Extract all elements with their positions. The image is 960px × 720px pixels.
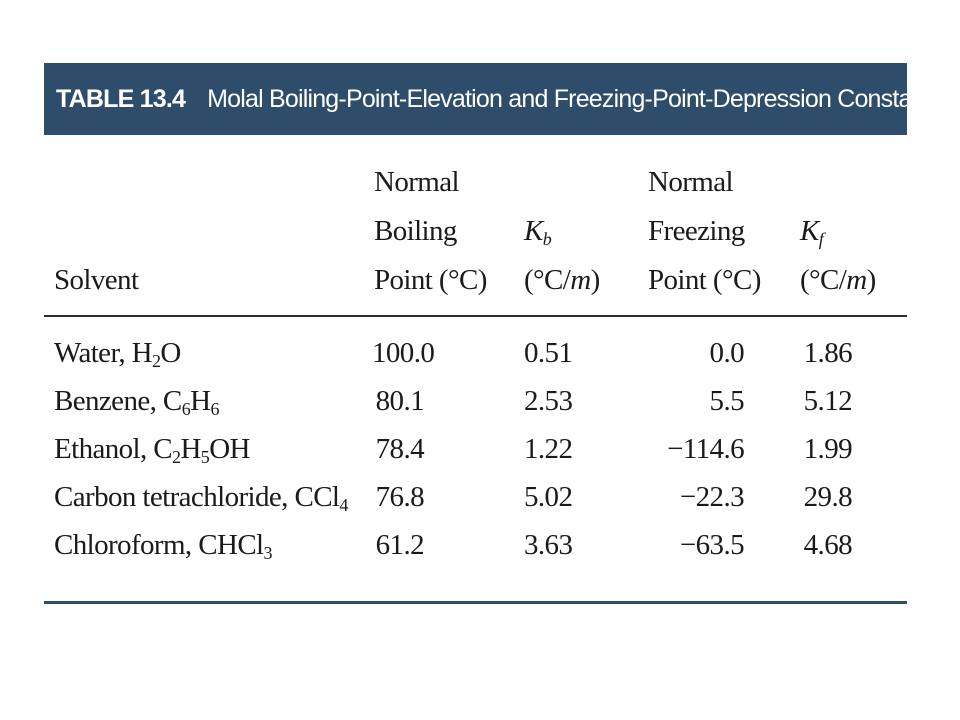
header-bp-line-3: Point (°C): [374, 264, 487, 296]
header-divider: [44, 315, 907, 317]
header-fp-line-1: Normal: [648, 166, 734, 198]
boiling-point-cell: 78.4: [375, 433, 425, 465]
header-freezing-point: Normal Freezing Point (°C): [648, 158, 761, 305]
table-row: Water, H2O 100.0 0.51 0.0 1.86: [0, 333, 960, 373]
kb-cell: 0.51: [524, 337, 573, 369]
freezing-point-cell: −22.3: [679, 481, 745, 513]
table-row: Benzene, C6H6 80.1 2.53 5.5 5.12: [0, 381, 960, 421]
boiling-point-cell: 100.0: [372, 337, 435, 369]
kf-cell: 1.86: [803, 337, 853, 369]
freezing-point-cell: −114.6: [667, 433, 745, 465]
solvent-cell: Water, H2O: [54, 337, 181, 371]
kf-cell: 1.99: [803, 433, 853, 465]
header-solvent: Solvent: [54, 256, 139, 305]
header-bp-line-2: Boiling: [374, 215, 457, 247]
table-bottom-rule: [44, 601, 907, 604]
header-kb-unit: (°C/m): [524, 264, 600, 296]
table-row: Ethanol, C2H5OH 78.4 1.22 −114.6 1.99: [0, 429, 960, 469]
header-solvent-label: Solvent: [54, 264, 139, 296]
solvent-cell: Chloroform, CHCl3: [54, 529, 273, 563]
header-kb: Kb (°C/m): [524, 207, 600, 305]
solvent-cell: Carbon tetrachloride, CCl4: [54, 481, 348, 515]
boiling-point-cell: 61.2: [375, 529, 425, 561]
kb-cell: 5.02: [524, 481, 573, 513]
table-title: Molal Boiling-Point-Elevation and Freezi…: [207, 85, 943, 113]
header-fp-line-3: Point (°C): [648, 264, 761, 296]
freezing-point-cell: 5.5: [709, 385, 745, 417]
kb-cell: 2.53: [524, 385, 573, 417]
table-title-bar: TABLE 13.4 Molal Boiling-Point-Elevation …: [44, 63, 943, 135]
header-boiling-point: Normal Boiling Point (°C): [374, 158, 487, 305]
kf-cell: 5.12: [803, 385, 853, 417]
header-kb-symbol: Kb: [524, 215, 552, 249]
header-bp-line-1: Normal: [374, 166, 460, 198]
table-row: Carbon tetrachloride, CCl4 76.8 5.02 −22.3 2…: [0, 477, 960, 517]
header-kf: Kf (°C/m): [800, 207, 876, 305]
header-fp-line-2: Freezing: [648, 215, 745, 247]
kf-cell: 4.68: [803, 529, 853, 561]
table-row: Chloroform, CHCl3 61.2 3.63 −63.5 4.68: [0, 525, 960, 565]
kf-cell: 29.8: [803, 481, 853, 513]
boiling-point-cell: 80.1: [375, 385, 425, 417]
header-kf-unit: (°C/m): [800, 264, 876, 296]
header-kf-symbol: Kf: [800, 215, 824, 249]
freezing-point-cell: 0.0: [709, 337, 745, 369]
table-number: TABLE 13.4: [56, 85, 186, 113]
boiling-point-cell: 76.8: [375, 481, 425, 513]
kb-cell: 3.63: [524, 529, 573, 561]
solvent-cell: Ethanol, C2H5OH: [54, 433, 250, 467]
freezing-point-cell: −63.5: [679, 529, 745, 561]
kb-cell: 1.22: [524, 433, 573, 465]
solvent-cell: Benzene, C6H6: [54, 385, 219, 419]
